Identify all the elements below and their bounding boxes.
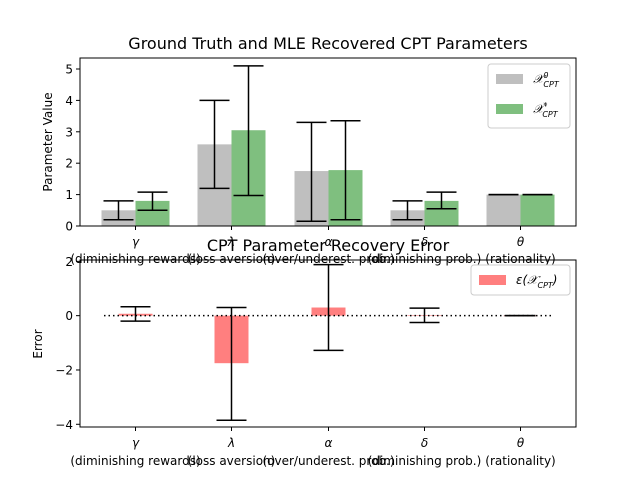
chart-top: Ground Truth and MLE Recovered CPT Param… bbox=[41, 34, 577, 266]
legend: 𝒳0 CPT 𝒳* CPT bbox=[487, 63, 571, 129]
y-tick-label: 0 bbox=[65, 220, 73, 234]
bars bbox=[101, 130, 555, 226]
legend-label: 𝒳0 CPT bbox=[533, 71, 560, 89]
x-tick-note: (diminishing rewards) bbox=[70, 454, 200, 468]
legend-box bbox=[487, 63, 571, 129]
x-tick-label: λ bbox=[227, 235, 235, 249]
chart-bottom: CPT Parameter Recovery Error Error −4 −2 0… bbox=[31, 236, 577, 468]
x-tick-label: λ bbox=[227, 436, 235, 450]
y-tick-label: 2 bbox=[65, 255, 73, 269]
x-tick-note: (rationality) bbox=[485, 252, 555, 266]
x-tick-label: θ bbox=[517, 436, 525, 450]
legend-box bbox=[470, 264, 571, 296]
chart-title: Ground Truth and MLE Recovered CPT Param… bbox=[128, 34, 527, 53]
x-tick-note: (diminishing rewards) bbox=[70, 252, 200, 266]
bar bbox=[520, 194, 555, 226]
y-tick-label: 4 bbox=[65, 94, 73, 108]
y-ticks: 0 1 2 3 4 5 bbox=[65, 62, 80, 234]
y-tick-label: 5 bbox=[65, 62, 73, 76]
legend: ε(𝒳CPT) bbox=[470, 264, 571, 296]
legend-swatch bbox=[496, 104, 523, 114]
legend-label: 𝒳* CPT bbox=[533, 101, 559, 119]
chart-title: CPT Parameter Recovery Error bbox=[207, 236, 450, 255]
x-tick-label: α bbox=[325, 235, 333, 249]
y-tick-label: −4 bbox=[55, 418, 73, 432]
x-tick-label: γ bbox=[132, 436, 140, 450]
x-ticks: γ (diminishing rewards) λ (loss aversion) α (… bbox=[70, 427, 556, 468]
x-tick-label: γ bbox=[132, 235, 140, 249]
x-tick-note: (over/underest. prob.) bbox=[262, 454, 394, 468]
x-tick-label: δ bbox=[421, 436, 428, 450]
legend-label: ε(𝒳CPT) bbox=[516, 273, 557, 290]
error-bars bbox=[103, 65, 553, 223]
y-tick-label: −2 bbox=[55, 363, 73, 377]
y-tick-label: 1 bbox=[65, 188, 73, 202]
x-tick-note: (diminishing prob.) bbox=[368, 454, 482, 468]
x-tick-note: (diminishing prob.) bbox=[368, 252, 482, 266]
x-tick-label: θ bbox=[517, 235, 525, 249]
y-axis-label: Parameter Value bbox=[41, 92, 55, 191]
y-tick-label: 3 bbox=[65, 125, 73, 139]
legend-swatch bbox=[479, 275, 506, 285]
y-tick-label: 0 bbox=[65, 309, 73, 323]
y-axis-label: Error bbox=[31, 329, 45, 358]
error-bars bbox=[120, 263, 536, 421]
x-tick-note: (rationality) bbox=[485, 454, 555, 468]
x-tick-label: α bbox=[325, 436, 333, 450]
x-tick-note: (loss aversion) bbox=[188, 252, 276, 266]
x-tick-label: δ bbox=[421, 235, 428, 249]
legend-swatch bbox=[496, 74, 523, 84]
x-tick-note: (over/underest. prob.) bbox=[262, 252, 394, 266]
y-tick-label: 2 bbox=[65, 157, 73, 171]
y-ticks: −4 −2 0 2 bbox=[55, 255, 80, 432]
x-tick-note: (loss aversion) bbox=[188, 454, 276, 468]
bar bbox=[486, 194, 521, 226]
x-ticks: γ (diminishing rewards) λ (loss aversion) α (… bbox=[70, 226, 556, 266]
